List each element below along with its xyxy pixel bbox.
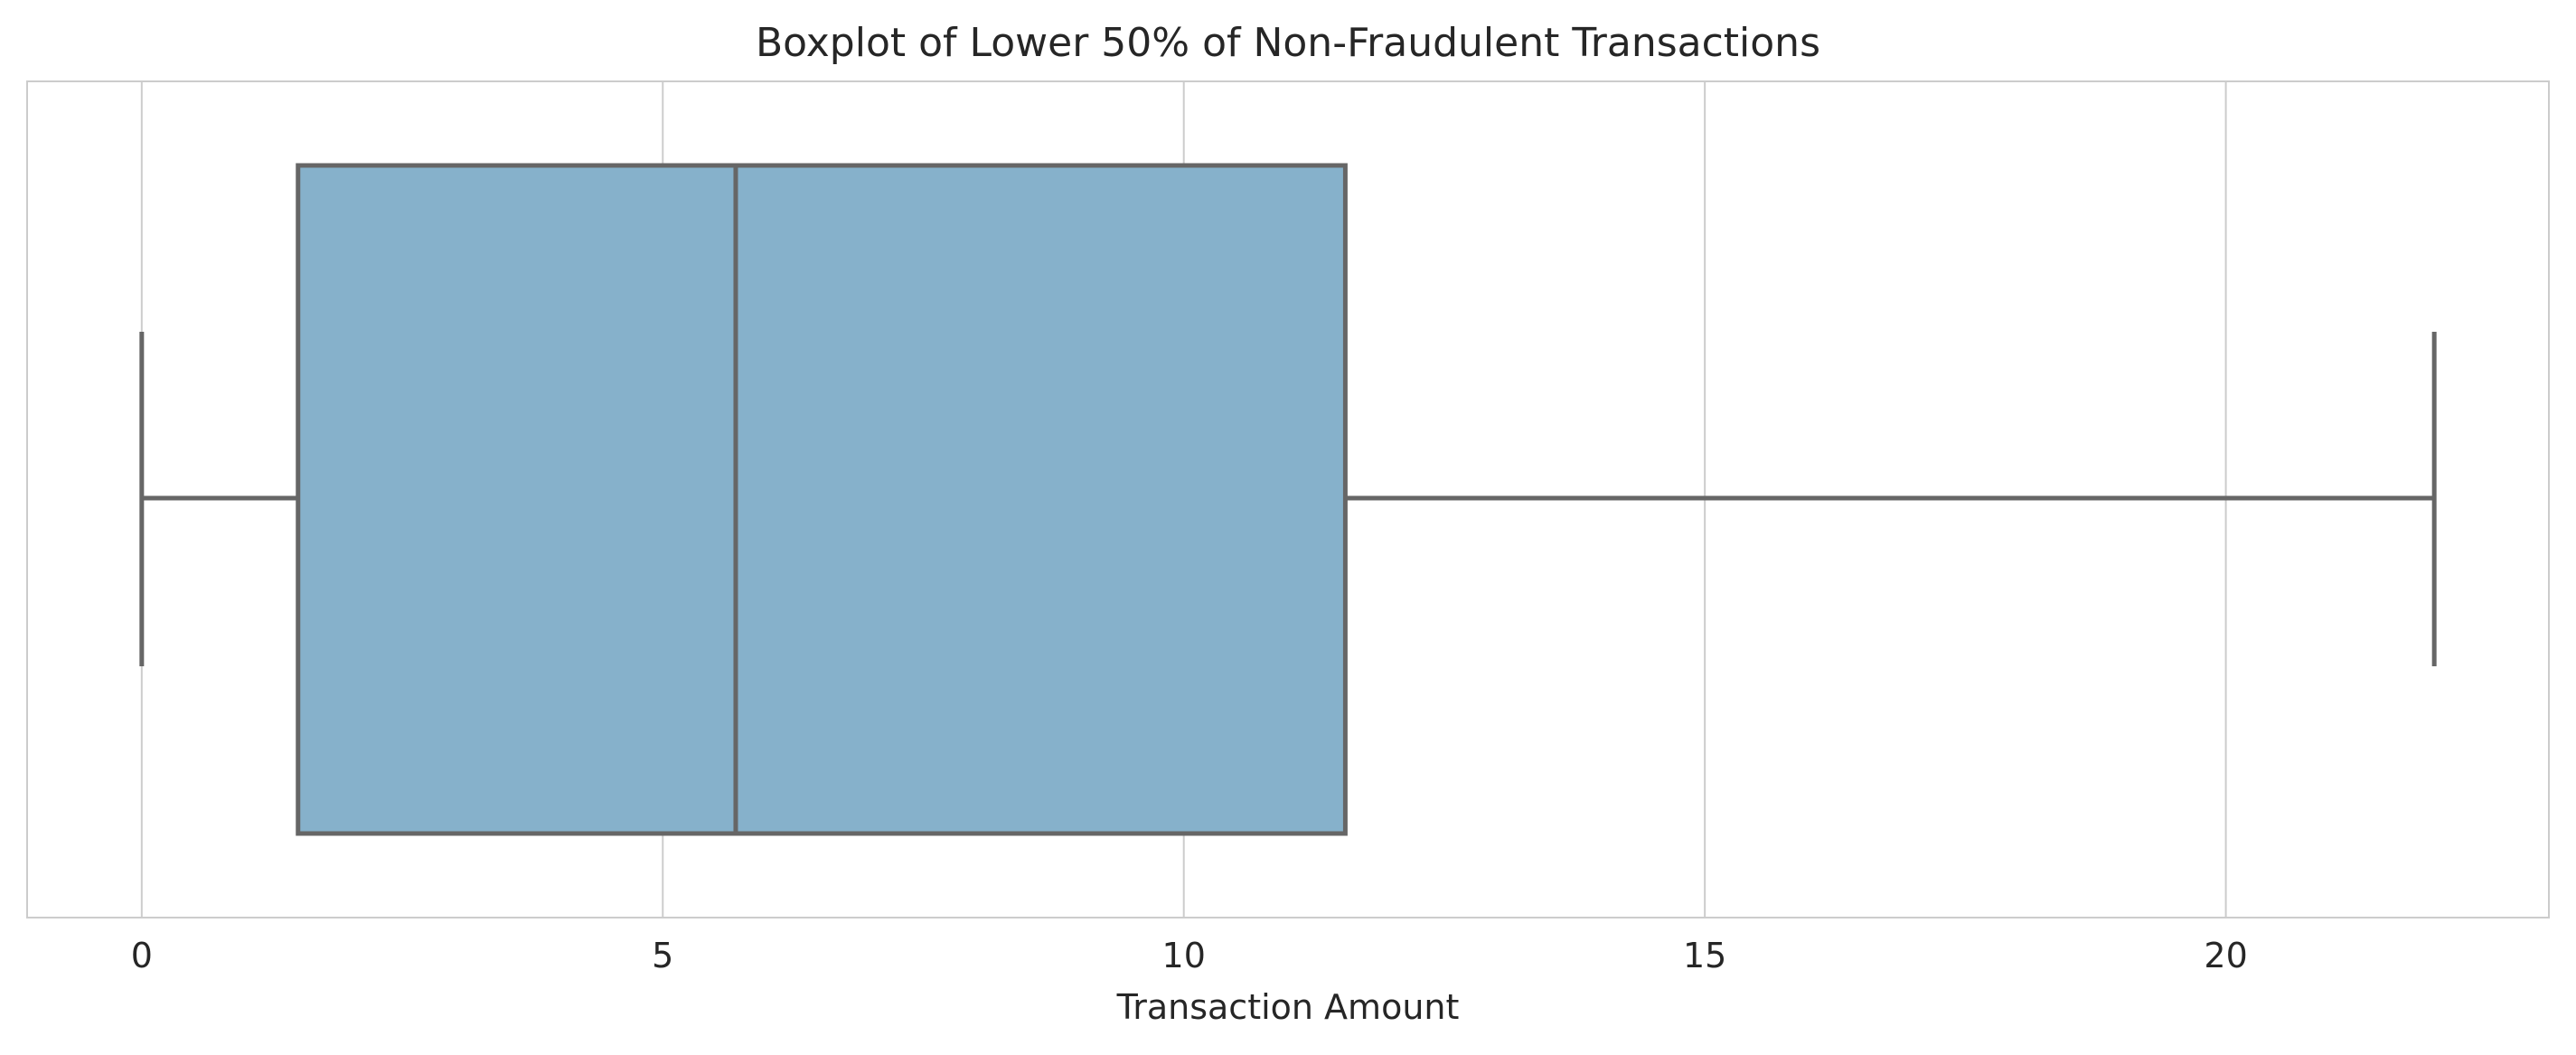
box-and-whiskers xyxy=(139,163,2437,836)
iqr-box xyxy=(296,163,1348,836)
x-tick-label-15: 15 xyxy=(1683,936,1726,975)
x-axis-label: Transaction Amount xyxy=(1116,987,1460,1027)
plot-frame xyxy=(26,80,2550,918)
x-tick-label-5: 5 xyxy=(652,936,673,975)
x-tick-label-20: 20 xyxy=(2204,936,2247,975)
x-tick-label-10: 10 xyxy=(1162,936,1206,975)
x-tick-label-0: 0 xyxy=(131,936,153,975)
x-tick-labels: 0 5 10 15 20 xyxy=(131,936,2248,975)
chart-title: Boxplot of Lower 50% of Non-Fraudulent T… xyxy=(756,20,1820,66)
